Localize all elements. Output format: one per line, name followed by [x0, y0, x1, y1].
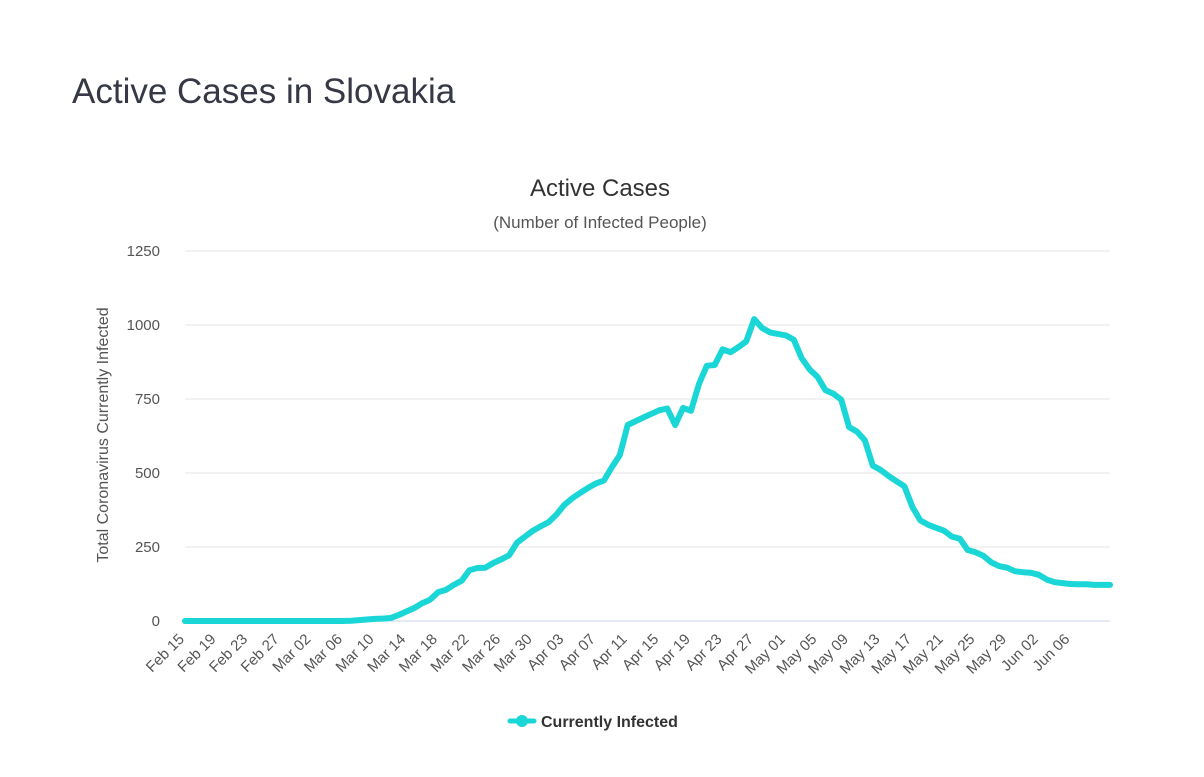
x-tick-label: Apr 07	[556, 631, 599, 674]
y-axis-ticks: 0 250 500 750 1000 1250	[127, 243, 160, 630]
y-axis-title: Total Coronavirus Currently Infected	[95, 307, 112, 562]
chart-title: Active Cases	[530, 175, 670, 202]
y-tick-label: 1000	[127, 317, 160, 334]
gridlines	[185, 250, 1110, 622]
series-line-currently-infected[interactable]	[182, 316, 1113, 624]
legend-label[interactable]: Currently Infected	[541, 714, 678, 731]
page-title: Active Cases in Slovakia	[72, 72, 456, 111]
y-tick-label: 500	[135, 465, 160, 482]
legend[interactable]: Currently Infected	[507, 714, 678, 731]
y-tick-label: 0	[152, 613, 160, 630]
y-tick-label: 750	[135, 391, 160, 408]
series-group	[182, 316, 1113, 624]
chart-subtitle: (Number of Infected People)	[493, 213, 707, 232]
y-tick-label: 1250	[127, 243, 160, 260]
legend-marker	[516, 715, 528, 727]
y-tick-label: 250	[135, 539, 160, 556]
